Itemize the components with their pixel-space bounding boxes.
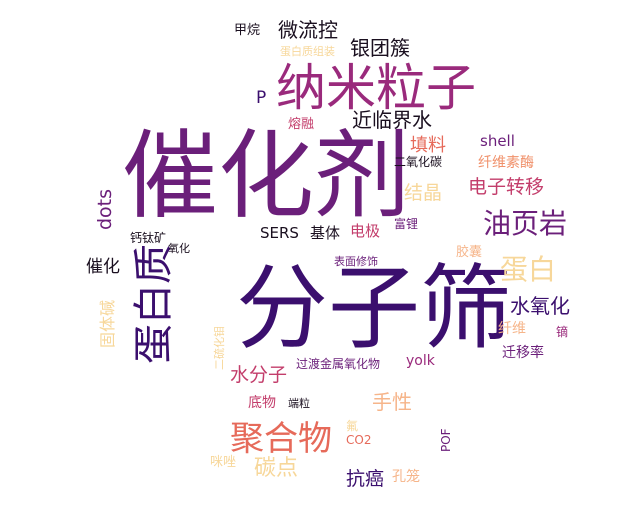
word-qianyilv: 迁移率 <box>502 345 544 361</box>
word-xianwei: 纤维 <box>498 321 526 337</box>
word-jiti: 基体 <box>310 224 341 242</box>
word-dianzizhuanyi: 电子转移 <box>468 176 545 198</box>
word-dianji: 电极 <box>350 222 381 240</box>
word-di: 镝 <box>556 325 569 339</box>
word-fenzishai: 分子筛 <box>236 255 513 362</box>
word-kangai: 抗癌 <box>346 468 385 490</box>
word-tianliao: 填料 <box>410 135 446 156</box>
word-danbai: 蛋白 <box>500 253 557 286</box>
word-weiliukong: 微流控 <box>278 18 338 42</box>
word-shuifenzi: 水分子 <box>230 364 288 386</box>
word-shell: shell <box>480 132 515 150</box>
word-cuihua: 催化 <box>86 257 120 277</box>
word-shouxing: 手性 <box>372 390 412 414</box>
word-fuli: 富锂 <box>394 217 419 231</box>
word-tandian: 碳点 <box>254 456 299 481</box>
word-yanghua: 氧化 <box>168 242 190 255</box>
word-namilizi: 纳米粒子 <box>276 59 476 117</box>
word-jinlinjieshui: 近临界水 <box>352 108 432 132</box>
word-youyeyan: 油页岩 <box>483 207 568 240</box>
word-dots: dots <box>94 188 116 230</box>
word-yolk: yolk <box>406 353 435 369</box>
word-juhewu: 聚合物 <box>230 419 332 459</box>
word-diwu: 底物 <box>248 395 276 411</box>
word-cuihuaji: 催化剂 <box>122 120 410 232</box>
word-sers: SERS <box>260 224 299 242</box>
word-erliuhuamu: 二硫化钼 <box>213 326 226 370</box>
word-jiawan: 甲烷 <box>234 23 261 38</box>
word-danbaizhizuzhuang: 蛋白质组装 <box>280 45 335 58</box>
word-shuiyanghua: 水氧化 <box>510 294 570 318</box>
word-pof: POF <box>439 428 453 452</box>
word-eryanghuatan: 二氧化碳 <box>394 155 443 169</box>
word-biaomianxiushi: 表面修饰 <box>334 255 378 268</box>
word-fu: 氟 <box>346 419 359 433</box>
word-co2: CO2 <box>346 433 372 447</box>
word-danbaizhi: 蛋白质 <box>131 244 177 364</box>
word-yintuancu: 银团簇 <box>350 36 410 60</box>
word-jiaonang: 胶囊 <box>456 245 483 260</box>
word-xianweisumei: 纤维素酶 <box>478 155 534 171</box>
word-gaitaikuang: 钙钛矿 <box>130 231 167 245</box>
word-jiejing: 结晶 <box>404 182 443 204</box>
word-rongrong: 熔融 <box>288 117 315 132</box>
word-guodujinshu: 过渡金属氧化物 <box>296 357 381 371</box>
word-p: P <box>256 88 267 108</box>
word-mizuo: 咪唑 <box>210 455 237 470</box>
word-gutijian: 固体碱 <box>98 299 117 348</box>
word-duanli: 端粒 <box>288 397 310 410</box>
word-konglong: 孔笼 <box>392 469 420 485</box>
